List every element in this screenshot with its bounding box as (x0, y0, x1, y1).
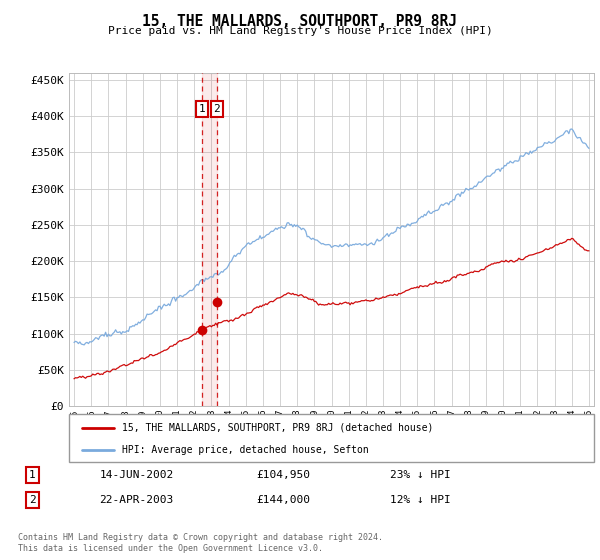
Text: 2: 2 (29, 495, 36, 505)
Text: £104,950: £104,950 (256, 470, 310, 480)
Text: 12% ↓ HPI: 12% ↓ HPI (391, 495, 451, 505)
Text: 1: 1 (29, 470, 36, 480)
Text: 22-APR-2003: 22-APR-2003 (100, 495, 173, 505)
Text: 2: 2 (214, 104, 220, 114)
Text: £144,000: £144,000 (256, 495, 310, 505)
Text: 15, THE MALLARDS, SOUTHPORT, PR9 8RJ (detached house): 15, THE MALLARDS, SOUTHPORT, PR9 8RJ (de… (121, 423, 433, 433)
Text: Price paid vs. HM Land Registry's House Price Index (HPI): Price paid vs. HM Land Registry's House … (107, 26, 493, 36)
Bar (202, 73, 217, 406)
Text: Contains HM Land Registry data © Crown copyright and database right 2024.
This d: Contains HM Land Registry data © Crown c… (18, 533, 383, 553)
Text: 14-JUN-2002: 14-JUN-2002 (100, 470, 173, 480)
Text: 1: 1 (199, 104, 205, 114)
Text: HPI: Average price, detached house, Sefton: HPI: Average price, detached house, Seft… (121, 445, 368, 455)
Text: 23% ↓ HPI: 23% ↓ HPI (391, 470, 451, 480)
Text: 15, THE MALLARDS, SOUTHPORT, PR9 8RJ: 15, THE MALLARDS, SOUTHPORT, PR9 8RJ (143, 14, 458, 29)
